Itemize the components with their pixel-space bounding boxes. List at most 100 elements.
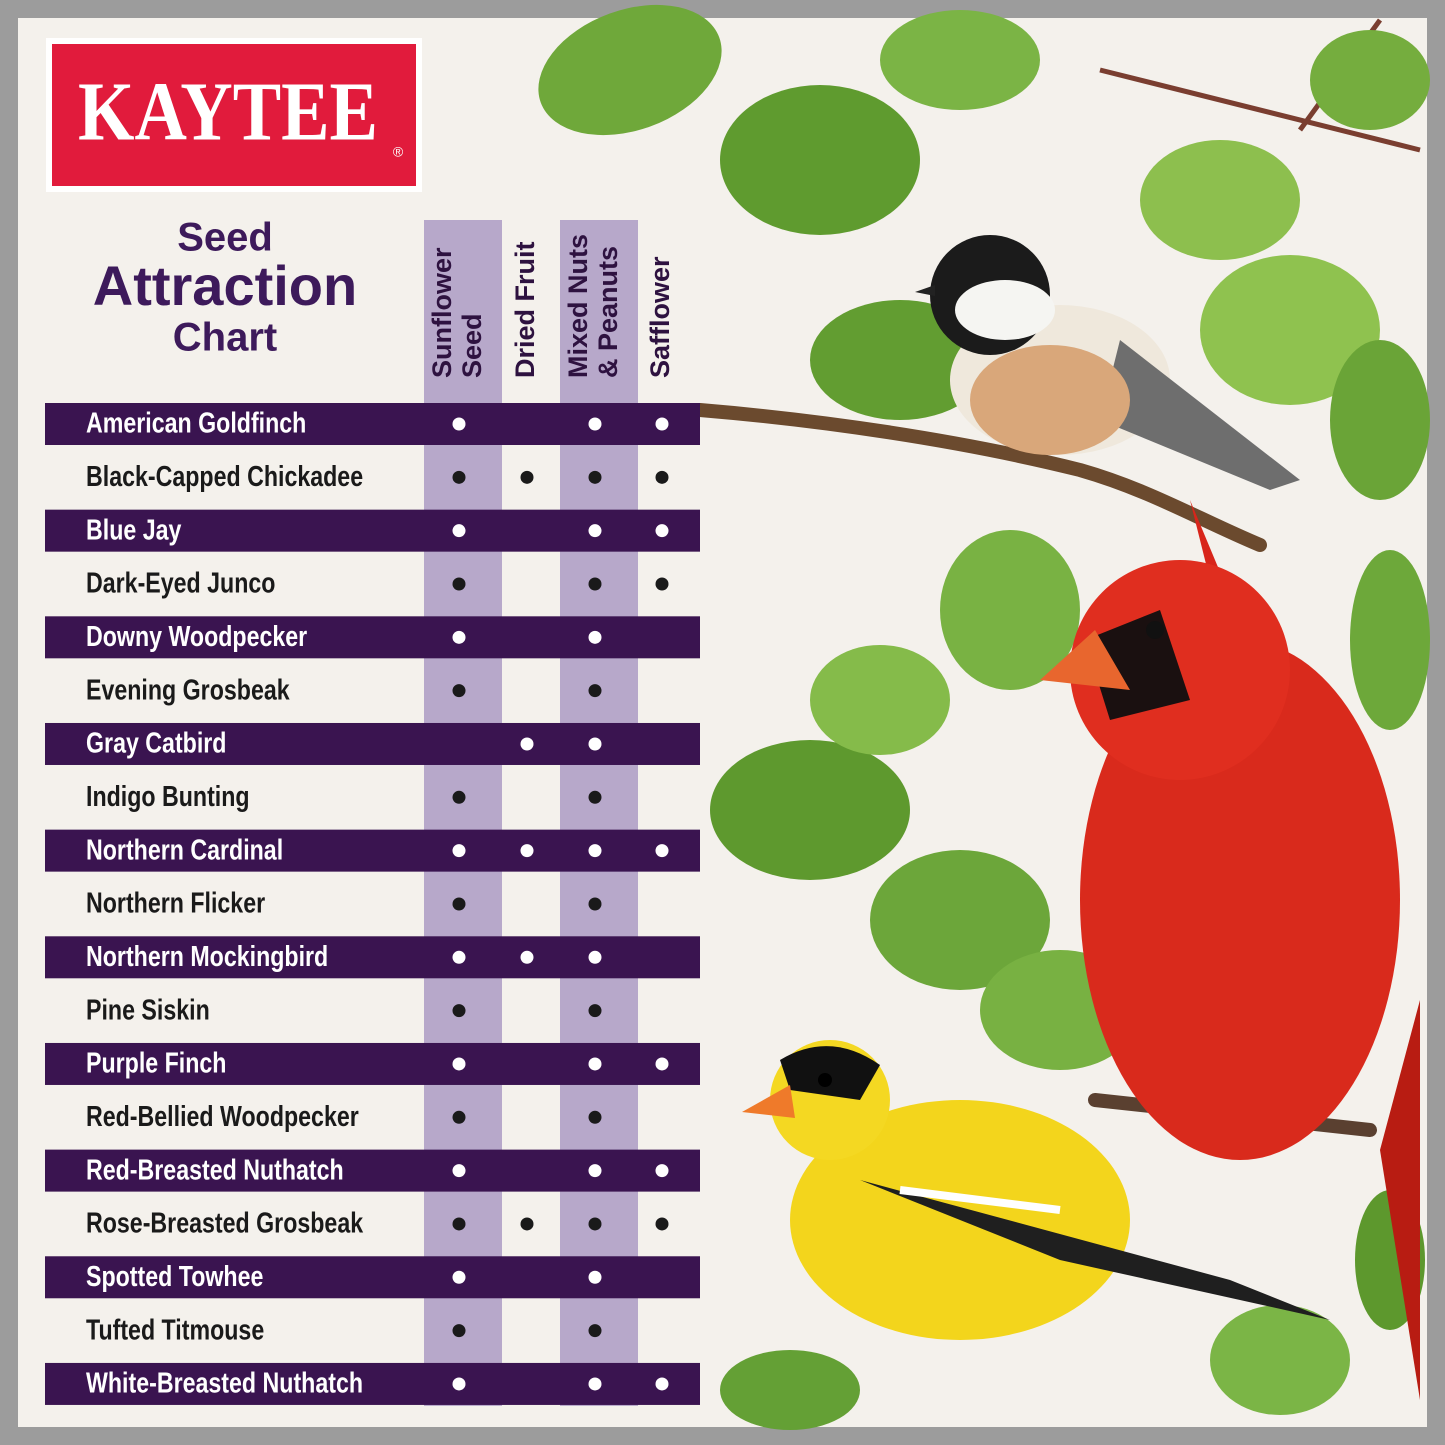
dot bbox=[452, 1004, 466, 1018]
row: Purple Finch bbox=[86, 1046, 226, 1079]
title-line: Chart bbox=[173, 316, 277, 360]
bird-name: Dark-Eyed Junco bbox=[86, 566, 275, 599]
dot bbox=[520, 844, 534, 858]
dot bbox=[452, 1270, 466, 1284]
dot bbox=[588, 1004, 602, 1018]
bird-name: Northern Flicker bbox=[86, 886, 265, 919]
column-header: Sunflower bbox=[427, 247, 457, 378]
dot bbox=[452, 577, 466, 591]
dot bbox=[588, 950, 602, 964]
row: Black-Capped Chickadee bbox=[86, 459, 363, 492]
logo-background bbox=[52, 44, 416, 186]
row: Red-Breasted Nuthatch bbox=[86, 1153, 344, 1186]
bird-name: American Goldfinch bbox=[86, 406, 306, 439]
dot bbox=[588, 1270, 602, 1284]
logo: KAYTEE ® bbox=[46, 38, 422, 192]
dot bbox=[452, 630, 466, 644]
dot bbox=[588, 1377, 602, 1391]
dot bbox=[588, 630, 602, 644]
bird-name: Spotted Towhee bbox=[86, 1259, 263, 1292]
dot bbox=[588, 470, 602, 484]
bird-name: Rose-Breasted Grosbeak bbox=[86, 1206, 363, 1239]
dot bbox=[452, 844, 466, 858]
row: Spotted Towhee bbox=[86, 1259, 263, 1292]
dot bbox=[452, 1164, 466, 1178]
bird-name: White-Breasted Nuthatch bbox=[86, 1366, 363, 1399]
bird-name: Tufted Titmouse bbox=[86, 1313, 264, 1346]
dot bbox=[452, 1110, 466, 1124]
table: Sunflower Seed Dried Fruit Mixed Nuts & Pean… bbox=[45, 220, 700, 1406]
bird-name: Red-Bellied Woodpecker bbox=[86, 1099, 359, 1132]
dot bbox=[452, 1217, 466, 1231]
bird-name: Northern Cardinal bbox=[86, 833, 283, 866]
dot bbox=[452, 1377, 466, 1391]
dot bbox=[588, 1110, 602, 1124]
cardinal bbox=[1040, 500, 1420, 1400]
goldfinch bbox=[742, 1040, 1330, 1340]
row: Northern Mockingbird bbox=[86, 939, 328, 972]
row: American Goldfinch bbox=[86, 406, 306, 439]
title-line: Seed bbox=[177, 216, 273, 260]
row: Dark-Eyed Junco bbox=[86, 566, 275, 599]
dot bbox=[588, 790, 602, 804]
brand-name: KAYTEE bbox=[78, 65, 378, 158]
dot bbox=[655, 844, 669, 858]
row: Pine Siskin bbox=[86, 993, 210, 1026]
dot bbox=[588, 844, 602, 858]
title-line: Attraction bbox=[93, 254, 357, 317]
dot bbox=[452, 470, 466, 484]
dot bbox=[655, 1057, 669, 1071]
bird-name: Purple Finch bbox=[86, 1046, 226, 1079]
dot bbox=[452, 790, 466, 804]
bird-name: Black-Capped Chickadee bbox=[86, 459, 363, 492]
dot bbox=[588, 737, 602, 751]
row: White-Breasted Nuthatch bbox=[86, 1366, 363, 1399]
decoration bbox=[538, 4, 1430, 1430]
dot bbox=[520, 950, 534, 964]
bird-name: Gray Catbird bbox=[86, 726, 226, 759]
row: Tufted Titmouse bbox=[86, 1313, 264, 1346]
dot bbox=[452, 524, 466, 538]
bird-name: Pine Siskin bbox=[86, 993, 210, 1026]
dot bbox=[588, 417, 602, 431]
dot bbox=[655, 524, 669, 538]
column-header: Mixed Nuts bbox=[563, 234, 593, 378]
dot bbox=[588, 897, 602, 911]
dot bbox=[588, 1217, 602, 1231]
dot bbox=[588, 1164, 602, 1178]
dot bbox=[588, 577, 602, 591]
dot bbox=[588, 1057, 602, 1071]
dot bbox=[655, 577, 669, 591]
dot bbox=[452, 950, 466, 964]
bird-name: Downy Woodpecker bbox=[86, 619, 307, 652]
column-header: Dried Fruit bbox=[510, 241, 540, 378]
row: Red-Bellied Woodpecker bbox=[86, 1099, 359, 1132]
column-header: Safflower bbox=[645, 256, 675, 378]
bird-name: Northern Mockingbird bbox=[86, 939, 328, 972]
dot bbox=[655, 470, 669, 484]
dot bbox=[520, 1217, 534, 1231]
dot bbox=[588, 524, 602, 538]
row: Gray Catbird bbox=[86, 726, 226, 759]
bird-name: Evening Grosbeak bbox=[86, 673, 290, 706]
chickadee bbox=[915, 235, 1300, 490]
dot bbox=[452, 1057, 466, 1071]
leaves bbox=[538, 4, 1430, 1430]
bird-name: Indigo Bunting bbox=[86, 779, 250, 812]
dot bbox=[655, 1217, 669, 1231]
dot bbox=[588, 684, 602, 698]
row: Evening Grosbeak bbox=[86, 673, 290, 706]
dot bbox=[452, 1324, 466, 1338]
column-header: & Peanuts bbox=[593, 246, 623, 378]
row: Downy Woodpecker bbox=[86, 619, 307, 652]
dot bbox=[452, 897, 466, 911]
row: Northern Cardinal bbox=[86, 833, 283, 866]
dot bbox=[520, 737, 534, 751]
bird-name: Red-Breasted Nuthatch bbox=[86, 1153, 344, 1186]
dot bbox=[452, 417, 466, 431]
dot bbox=[655, 1377, 669, 1391]
bird-name: Blue Jay bbox=[86, 513, 182, 546]
dot bbox=[452, 684, 466, 698]
brand-mark: ® bbox=[393, 144, 404, 160]
